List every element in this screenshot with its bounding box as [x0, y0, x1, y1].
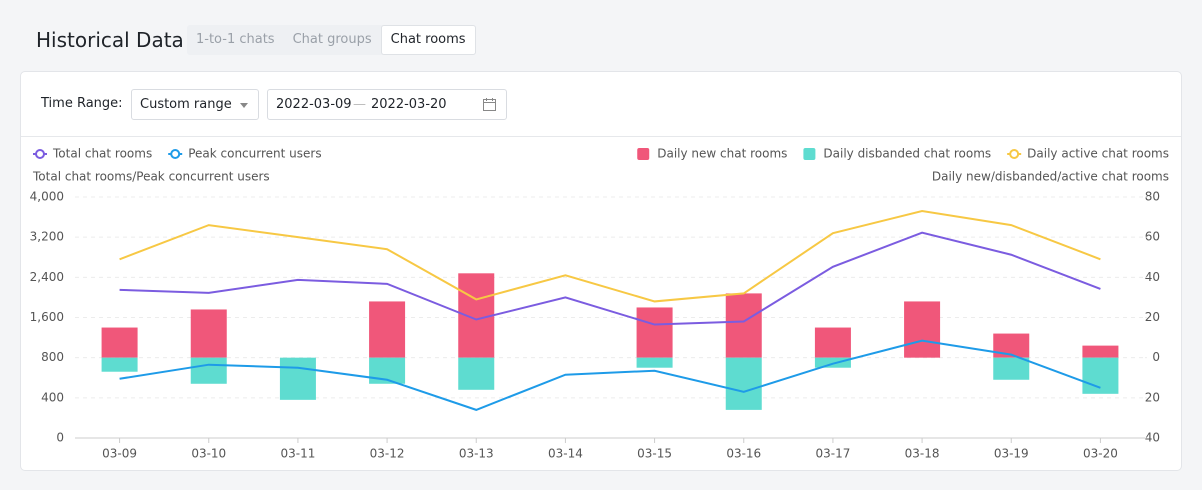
filter-bar: Time Range: Custom range 2022-03-09 — 20…: [21, 72, 1181, 137]
y2-tick-label: 80: [1145, 190, 1160, 204]
x-tick-label: 03-12: [370, 447, 405, 461]
calendar-icon: [483, 98, 496, 111]
line: [119, 231, 1101, 326]
y-tick-label: 800: [41, 350, 64, 364]
date-range[interactable]: 2022-03-09 — 2022-03-20: [267, 89, 507, 120]
date-start: 2022-03-09: [276, 97, 352, 112]
x-tick-label: 03-10: [191, 447, 226, 461]
bar: [1082, 345, 1119, 358]
y2-tick-label: 20: [1145, 310, 1160, 324]
y-axis-title: Total chat rooms/Peak concurrent users: [32, 170, 270, 184]
bar: [993, 357, 1030, 380]
x-tick-label: 03-09: [102, 447, 137, 461]
date-separator: —: [353, 97, 366, 112]
legend-label: Daily disbanded chat rooms: [823, 147, 991, 161]
y2-tick-label: 0: [1152, 350, 1160, 364]
line: [119, 339, 1101, 411]
x-tick-label: 03-15: [637, 447, 672, 461]
tab[interactable]: Chat rooms: [380, 25, 476, 55]
legend-label: Peak concurrent users: [188, 147, 321, 161]
bar: [190, 357, 227, 384]
bar: [814, 327, 851, 358]
filter-label: Time Range:: [41, 96, 123, 111]
y-tick-label: 3,200: [30, 230, 64, 244]
page-title: Historical Data: [36, 28, 184, 52]
date-end: 2022-03-20: [371, 97, 447, 112]
bar: [101, 357, 138, 372]
x-tick-label: 03-19: [994, 447, 1029, 461]
y2-tick-label: 40: [1145, 270, 1160, 284]
bar: [1082, 357, 1119, 394]
bar: [458, 357, 495, 390]
card: Time Range: Custom range 2022-03-09 — 20…: [20, 71, 1182, 471]
legend-marker: [1009, 149, 1020, 159]
y2-tick-label: 60: [1145, 230, 1160, 244]
y2-axis-title: Daily new/disbanded/active chat rooms: [932, 170, 1169, 184]
bar: [636, 357, 673, 368]
x-tick-label: 03-14: [548, 447, 583, 461]
x-tick-label: 03-20: [1083, 447, 1118, 461]
legend-swatch: [637, 148, 650, 160]
y-tick-label: 0: [56, 431, 64, 445]
x-tick-label: 03-13: [459, 447, 494, 461]
y2-tick-label: 40: [1145, 431, 1160, 445]
tab[interactable]: Chat groups: [292, 32, 372, 47]
legend-label: Total chat rooms: [52, 147, 152, 161]
bar: [101, 327, 138, 358]
y-tick-label: 400: [41, 390, 64, 404]
y2-tick-label: 20: [1145, 390, 1160, 404]
legend-swatch: [803, 148, 816, 160]
bar: [725, 357, 762, 410]
tabs: 1-to-1 chats Chat groups Chat rooms: [187, 25, 476, 55]
y-tick-label: 2,400: [30, 270, 64, 284]
x-tick-label: 03-18: [905, 447, 940, 461]
bar: [369, 301, 406, 358]
x-tick-label: 03-11: [280, 447, 315, 461]
tab[interactable]: 1-to-1 chats: [196, 32, 275, 47]
range-select[interactable]: Custom range: [131, 89, 259, 120]
line: [119, 210, 1101, 303]
y-tick-label: 4,000: [30, 190, 64, 204]
select-value: Custom range: [140, 97, 232, 112]
bar: [904, 301, 941, 358]
bar: [725, 293, 762, 358]
legend-label: Daily new chat rooms: [657, 147, 787, 161]
bar: [636, 307, 673, 358]
x-tick-label: 03-16: [726, 447, 761, 461]
legend-marker: [170, 149, 181, 159]
bar: [279, 357, 316, 400]
caret: [240, 103, 248, 112]
bar: [190, 309, 227, 358]
legend-label: Daily active chat rooms: [1027, 147, 1169, 161]
x-tick-label: 03-17: [815, 447, 850, 461]
legend-marker: [35, 149, 45, 159]
y-tick-label: 1,600: [30, 310, 64, 324]
